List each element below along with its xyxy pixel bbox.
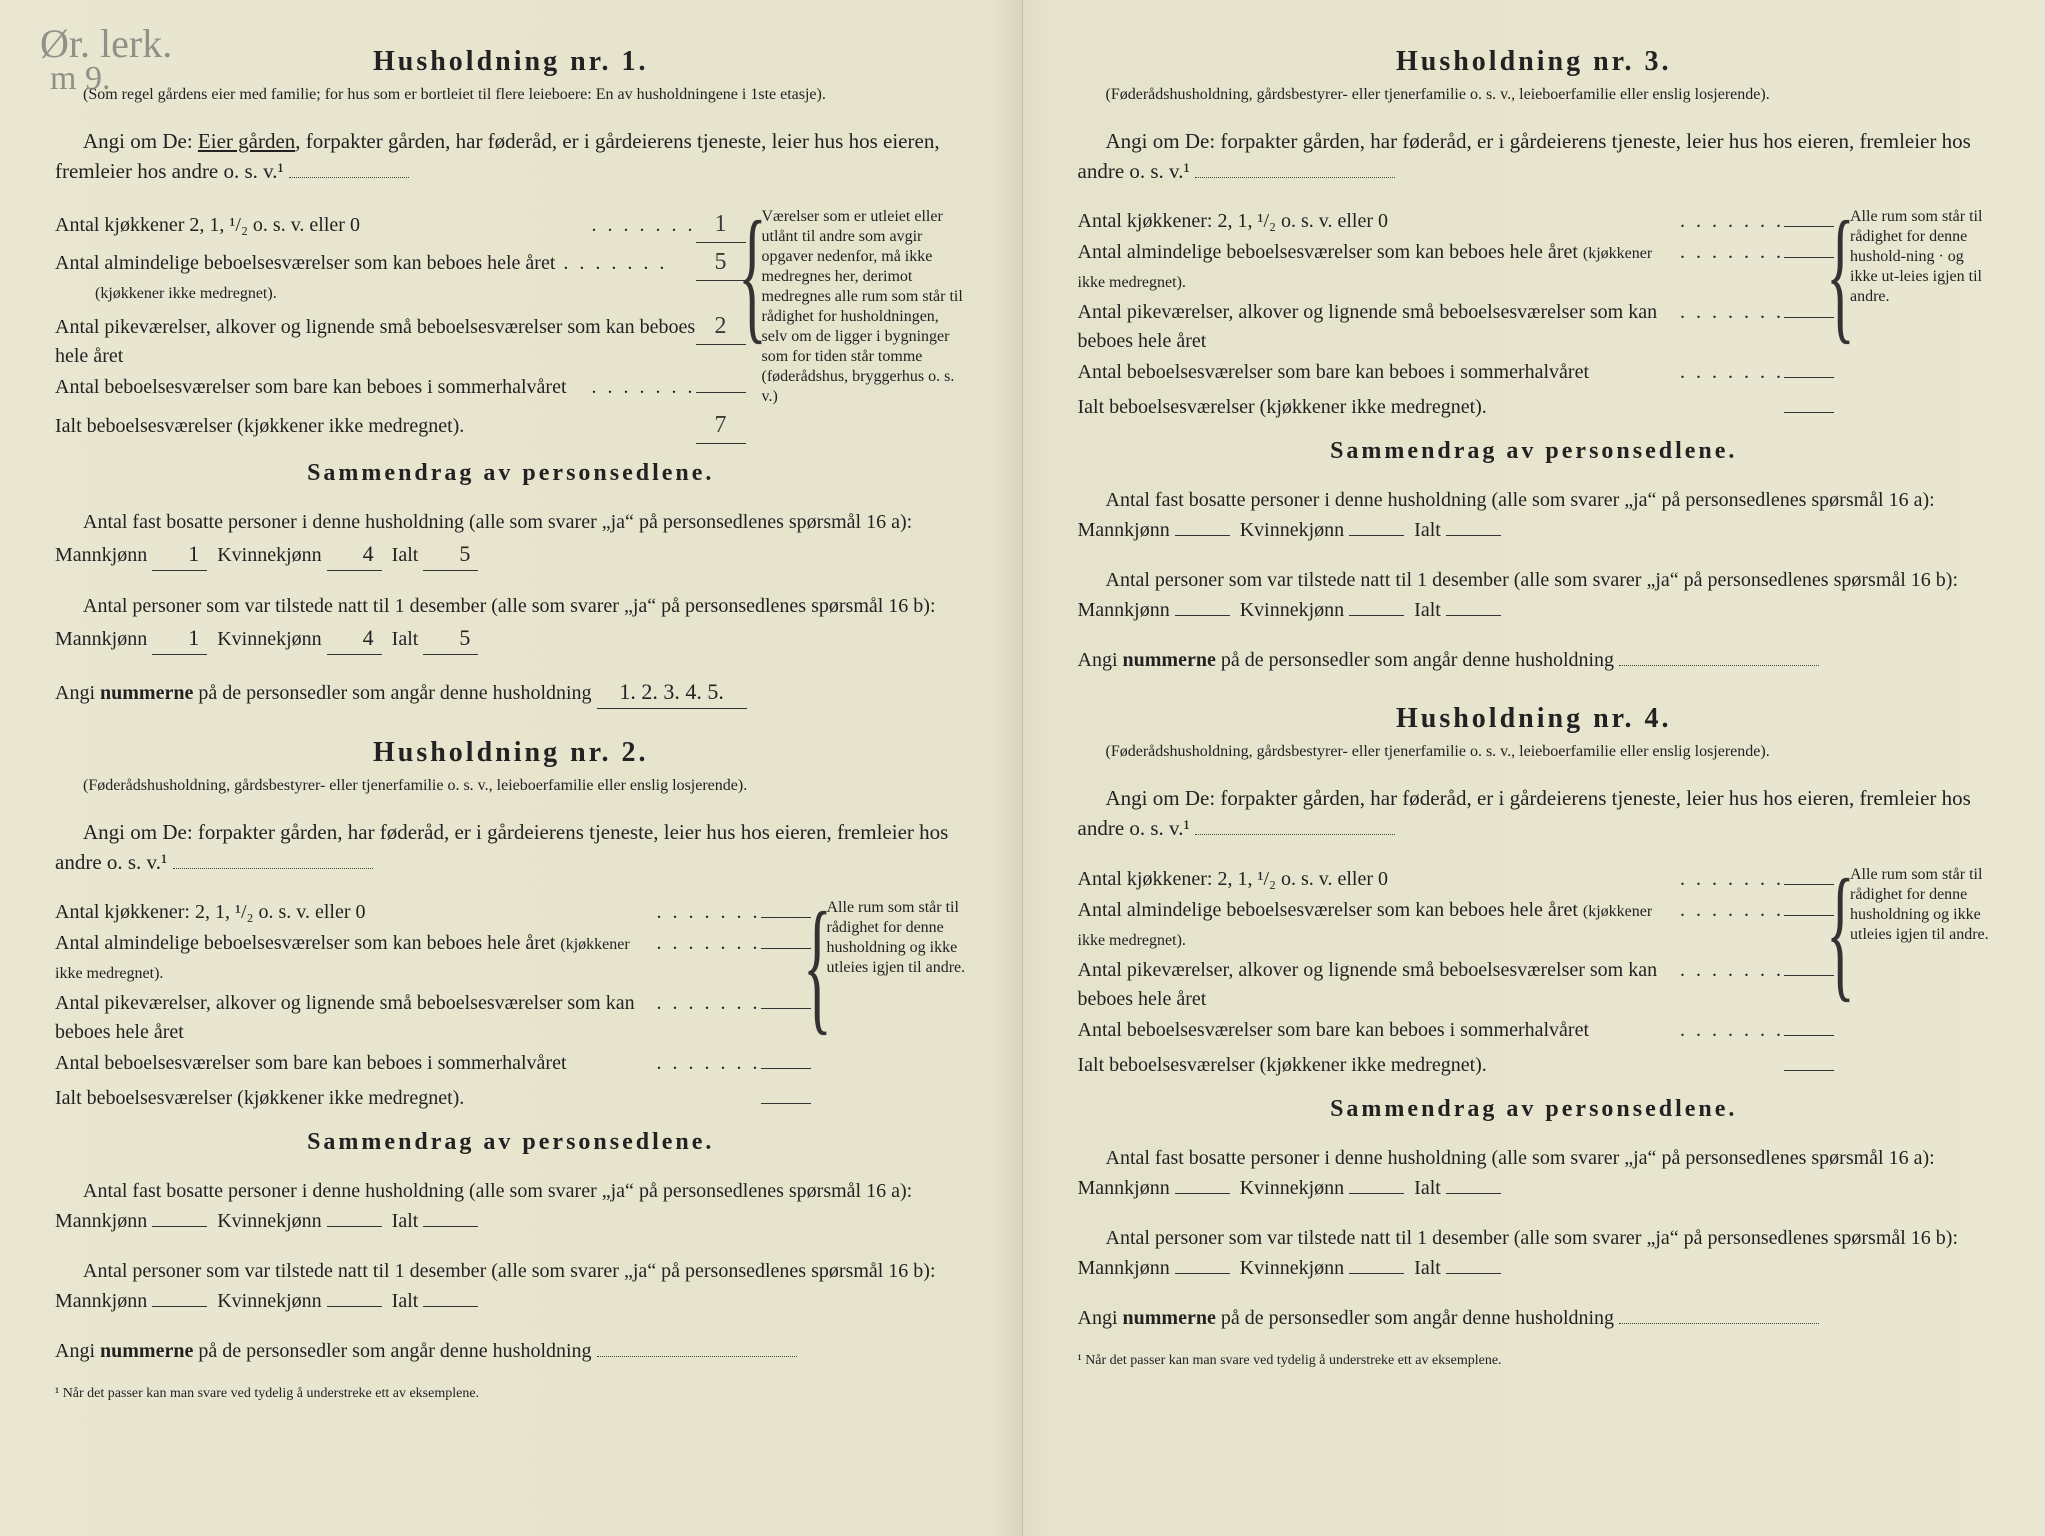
q-pike: Antal pikeværelser, alkover og lignende … bbox=[55, 313, 696, 371]
hh3-questions: Antal kjøkkener: 2, 1, ¹/₂ o. s. v. elle… bbox=[1078, 207, 1991, 422]
hh2-questions: Antal kjøkkener: 2, 1, ¹/₂ o. s. v. elle… bbox=[55, 898, 967, 1113]
hh4-sidenote: Alle rum som står til rådighet for denne… bbox=[1844, 865, 1990, 945]
hh1-16b: Antal personer som var tilstede natt til… bbox=[55, 591, 967, 655]
hh3-note: (Føderådshusholdning, gårdsbestyrer- ell… bbox=[1078, 84, 1991, 106]
page-left: Ør. lerk. m 9. Husholdning nr. 1. (Som r… bbox=[0, 0, 1023, 1536]
handwriting-annotation-2: m 9. bbox=[50, 60, 110, 98]
hh3-samm-title: Sammendrag av personsedlene. bbox=[1078, 438, 1991, 465]
q-ialt: Ialt beboelsesværelser (kjøkkener ikke m… bbox=[55, 412, 696, 441]
hh1-questions: Antal kjøkkener 2, 1, ¹/₂ o. s. v. eller… bbox=[55, 207, 967, 444]
hh2-note: (Føderådshusholdning, gårdsbestyrer- ell… bbox=[55, 775, 967, 797]
hh4-16a: Antal fast bosatte personer i denne hush… bbox=[1078, 1143, 1991, 1203]
hh1-nums: Angi nummerne på de personsedler som ang… bbox=[55, 675, 967, 709]
hh1-title: Husholdning nr. 1. bbox=[55, 46, 967, 78]
hh2-sidenote: Alle rum som står til rådighet for denne… bbox=[821, 898, 967, 978]
hh4-16b: Antal personer som var tilstede natt til… bbox=[1078, 1223, 1991, 1283]
hh1-sommer-value bbox=[696, 392, 746, 393]
hh4-note: (Føderådshusholdning, gårdsbestyrer- ell… bbox=[1078, 741, 1991, 763]
q-sommer: Antal beboelsesværelser som bare kan beb… bbox=[55, 373, 592, 402]
hh3-angi: Angi om De: forpakter gården, har føderå… bbox=[1078, 127, 1991, 187]
hh1-note: (Som regel gårdens eier med familie; for… bbox=[55, 84, 967, 106]
hh4-questions: Antal kjøkkener: 2, 1, ¹/₂ o. s. v. elle… bbox=[1078, 865, 1991, 1080]
q-kjokken: Antal kjøkkener 2, 1, ¹/₂ o. s. v. eller… bbox=[55, 211, 592, 240]
hh3-16b: Antal personer som var tilstede natt til… bbox=[1078, 565, 1991, 625]
household-4: Husholdning nr. 4. (Føderådshusholdning,… bbox=[1078, 703, 1991, 1368]
hh3-title: Husholdning nr. 3. bbox=[1078, 46, 1991, 78]
hh3-sidenote: Alle rum som står til rådighet for denne… bbox=[1844, 207, 1990, 307]
household-2: Husholdning nr. 2. (Føderådshusholdning,… bbox=[55, 737, 967, 1402]
hh2-16b: Antal personer som var tilstede natt til… bbox=[55, 1256, 967, 1316]
hh1-samm-title: Sammendrag av personsedlene. bbox=[55, 460, 967, 487]
page-right: Husholdning nr. 3. (Føderådshusholdning,… bbox=[1023, 0, 2045, 1536]
household-3: Husholdning nr. 3. (Føderådshusholdning,… bbox=[1078, 46, 1991, 675]
hh2-angi: Angi om De: forpakter gården, har føderå… bbox=[55, 818, 967, 878]
footnote-right: ¹ Når det passer kan man svare ved tydel… bbox=[1078, 1353, 1991, 1369]
hh2-16a: Antal fast bosatte personer i denne hush… bbox=[55, 1176, 967, 1236]
hh4-angi: Angi om De: forpakter gården, har føderå… bbox=[1078, 784, 1991, 844]
footnote-left: ¹ Når det passer kan man svare ved tydel… bbox=[55, 1386, 967, 1402]
hh3-nums: Angi nummerne på de personsedler som ang… bbox=[1078, 645, 1991, 675]
hh4-title: Husholdning nr. 4. bbox=[1078, 703, 1991, 735]
hh2-title: Husholdning nr. 2. bbox=[55, 737, 967, 769]
hh1-sidenote: Værelser som er utleiet eller utlånt til… bbox=[756, 207, 967, 407]
household-1: Husholdning nr. 1. (Som regel gårdens ei… bbox=[55, 46, 967, 709]
hh2-nums: Angi nummerne på de personsedler som ang… bbox=[55, 1336, 967, 1366]
hh1-ialt-value: 7 bbox=[696, 408, 746, 444]
hh2-samm-title: Sammendrag av personsedlene. bbox=[55, 1129, 967, 1156]
document-spread: Ør. lerk. m 9. Husholdning nr. 1. (Som r… bbox=[0, 0, 2045, 1536]
q-alm: Antal almindelige beboelsesværelser som … bbox=[55, 249, 696, 307]
hh4-nums: Angi nummerne på de personsedler som ang… bbox=[1078, 1303, 1991, 1333]
hh1-angi: Angi om De: Eier gården, forpakter gårde… bbox=[55, 127, 967, 187]
hh3-16a: Antal fast bosatte personer i denne hush… bbox=[1078, 485, 1991, 545]
hh4-samm-title: Sammendrag av personsedlene. bbox=[1078, 1096, 1991, 1123]
hh1-16a: Antal fast bosatte personer i denne hush… bbox=[55, 507, 967, 571]
